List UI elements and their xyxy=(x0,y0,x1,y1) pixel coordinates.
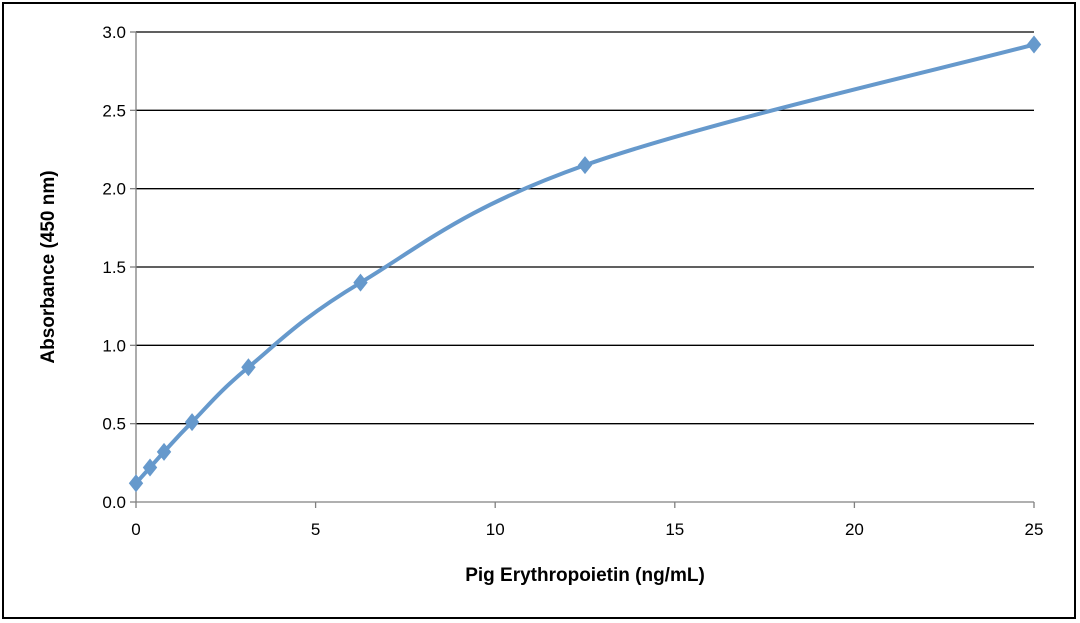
y-tick-label: 3.0 xyxy=(102,23,126,42)
series-line xyxy=(134,42,1035,485)
x-axis-title: Pig Erythropoietin (ng/mL) xyxy=(465,565,705,586)
x-tick-label: 10 xyxy=(486,520,505,539)
x-tick-label: 5 xyxy=(311,520,320,539)
data-point-marker xyxy=(1026,35,1042,54)
data-markers xyxy=(128,35,1042,493)
data-point-marker xyxy=(156,442,172,461)
y-tick-label: 1.5 xyxy=(102,258,126,277)
y-axis-title: Absorbance (450 nm) xyxy=(38,170,59,363)
data-point-marker xyxy=(241,358,256,377)
x-tick-label: 0 xyxy=(131,520,140,539)
y-tick-labels: 0.0 0.5 1.0 1.5 2.0 2.5 3.0 xyxy=(102,23,126,512)
x-tick-label: 25 xyxy=(1025,520,1044,539)
data-point-marker xyxy=(128,474,144,493)
absorbance-chart: 0.0 0.5 1.0 1.5 2.0 2.5 3.0 0 5 10 15 20 25 Pig Ery… xyxy=(38,23,1043,586)
y-tick-label: 1.0 xyxy=(102,336,126,355)
data-point-marker xyxy=(142,458,158,477)
y-tick-label: 0.0 xyxy=(102,493,126,512)
data-point-marker xyxy=(184,413,200,432)
data-point-marker xyxy=(577,156,593,175)
axes xyxy=(130,31,1035,508)
y-tick-label: 2.5 xyxy=(102,101,126,120)
x-tick-label: 15 xyxy=(665,520,684,539)
grid-lines xyxy=(136,31,1034,425)
y-tick-label: 2.0 xyxy=(102,180,126,199)
y-tick-label: 0.5 xyxy=(102,415,126,434)
x-tick-label: 20 xyxy=(845,520,864,539)
data-point-marker xyxy=(353,273,368,292)
x-tick-labels: 0 5 10 15 20 25 xyxy=(131,520,1043,539)
